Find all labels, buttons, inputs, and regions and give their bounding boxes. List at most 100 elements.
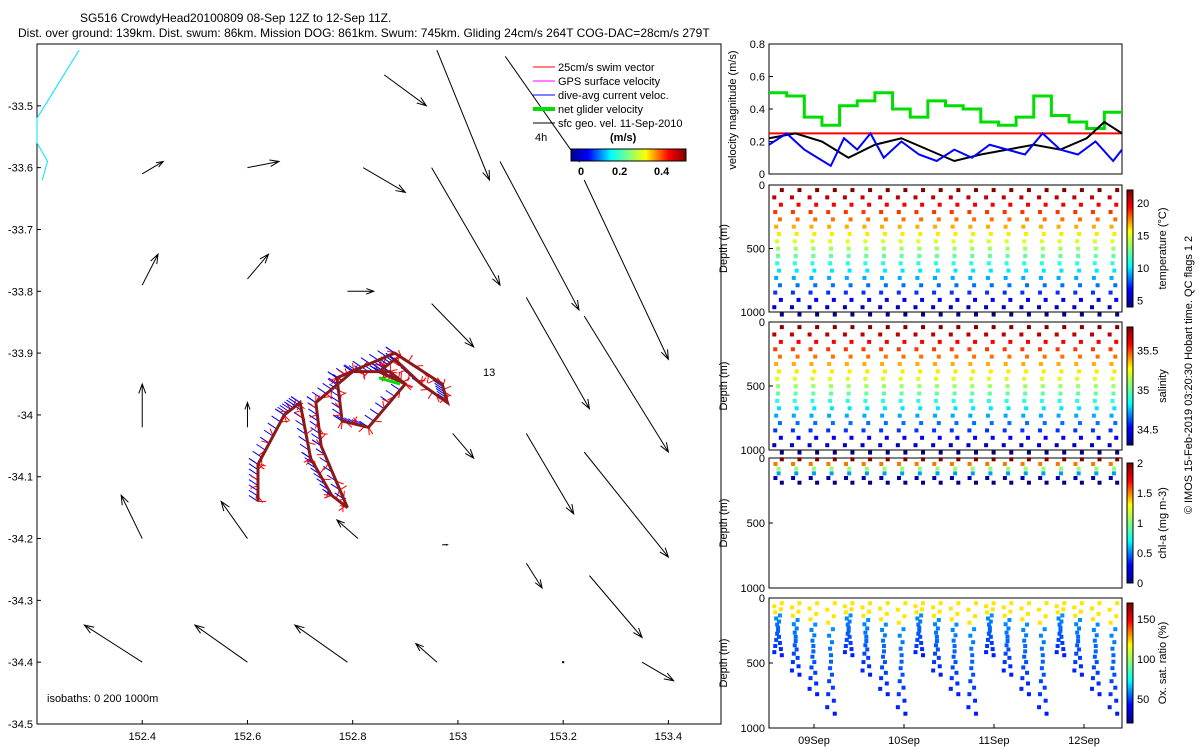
profile-point [899, 253, 904, 258]
profile-point [918, 619, 923, 624]
dive-avg-current-arrow [360, 357, 371, 365]
profile-point [792, 261, 797, 266]
profile-point [862, 413, 867, 418]
profile-point [984, 332, 989, 337]
profile-point [1091, 665, 1096, 670]
profile-point [1056, 275, 1061, 280]
profile-point [1021, 275, 1026, 280]
profile-point [776, 253, 781, 258]
profile-point [879, 210, 884, 215]
profile-point [1038, 362, 1043, 367]
profile-point [867, 297, 872, 302]
profile-point [914, 428, 919, 433]
profile-point [775, 239, 780, 244]
profile-point [915, 616, 920, 621]
profile-point [920, 435, 925, 440]
profile-point [971, 672, 976, 677]
profile-point [1075, 630, 1080, 635]
profile-point [1096, 202, 1101, 207]
profile-point [775, 622, 780, 627]
dive-avg-current-arrow [368, 353, 379, 361]
profile-point [988, 634, 993, 639]
profile-point [773, 461, 778, 466]
profile-point [849, 435, 854, 440]
profile-point [1038, 633, 1043, 638]
legend-cb-tick-1: 0.2 [612, 166, 627, 178]
profile-point [849, 339, 854, 344]
profile-point [796, 435, 801, 440]
profile-point [1022, 261, 1027, 266]
profile-point [867, 202, 872, 207]
profile-point [812, 633, 817, 638]
profile-colorbar-label: chl-a (mg m-3) [1157, 487, 1169, 559]
profile-point [1040, 391, 1045, 396]
profile-point [794, 466, 799, 471]
profile-point [794, 471, 799, 476]
profile-point [951, 376, 956, 381]
profile-point [1006, 369, 1011, 374]
profile-point [848, 354, 853, 359]
profile-point [973, 698, 978, 703]
profile-point [1073, 660, 1078, 665]
profile-point [797, 325, 802, 330]
profile-point [1002, 428, 1007, 433]
current-arrow [141, 160, 165, 175]
profile-point [1097, 457, 1102, 462]
velocity-panel: 0 0.2 0.4 0.6 0.8 velocity magnitude (m/s) [727, 39, 1123, 181]
profile-point [1097, 480, 1102, 485]
profile-point [1076, 471, 1081, 476]
profile-point [932, 461, 937, 466]
profile-point [842, 650, 847, 655]
velocity-yticks: 0 0.2 0.4 0.6 0.8 [750, 39, 773, 181]
dive-avg-current-arrow [390, 383, 401, 391]
profile-point [845, 261, 850, 266]
profile-point [879, 347, 884, 352]
profile-point [880, 413, 885, 418]
profile-point [815, 450, 820, 455]
profile-point [973, 312, 978, 317]
profile-point [1025, 681, 1030, 686]
profile-point [1107, 705, 1112, 710]
profile-point [899, 246, 904, 251]
profile-point [990, 202, 995, 207]
profile-point [969, 646, 974, 651]
profile-point [931, 332, 936, 337]
profile-point [1113, 217, 1118, 222]
profile-point [777, 421, 782, 426]
profile-point [879, 428, 884, 433]
profile-point [1079, 672, 1084, 677]
profile-point [1108, 461, 1113, 466]
profile-point [1020, 428, 1025, 433]
profile-colorbar-tick: 2 [1137, 458, 1143, 470]
profile-point [1077, 421, 1082, 426]
profile-point [988, 619, 993, 624]
profile-point [1095, 283, 1100, 288]
profile-point [1006, 471, 1011, 476]
profile-point [952, 391, 957, 396]
profile-point [842, 195, 847, 200]
profile-point [789, 443, 794, 448]
dive-avg-current-arrow [306, 396, 317, 403]
current-arrow [414, 642, 438, 663]
profile-point [1043, 339, 1048, 344]
profile-point [949, 290, 954, 295]
dive-avg-current-arrow [344, 364, 354, 372]
map-current-arrows [83, 49, 675, 682]
profile-point [931, 668, 936, 673]
profile-point [1075, 398, 1080, 403]
profile-point [772, 443, 777, 448]
profile-point [1040, 653, 1045, 658]
profile-point [777, 354, 782, 359]
profile-point [901, 627, 906, 632]
profile-xtick-label: 12Sep [1068, 735, 1100, 747]
profile-point [1006, 647, 1011, 652]
profile-point [1057, 239, 1062, 244]
profile-point [846, 625, 851, 630]
profile-point [829, 471, 834, 476]
profile-point [846, 628, 851, 633]
profile-point [900, 640, 905, 645]
profile-point [931, 605, 936, 610]
profile-point [1041, 268, 1046, 273]
profile-point [948, 443, 953, 448]
profile-point [932, 476, 937, 481]
